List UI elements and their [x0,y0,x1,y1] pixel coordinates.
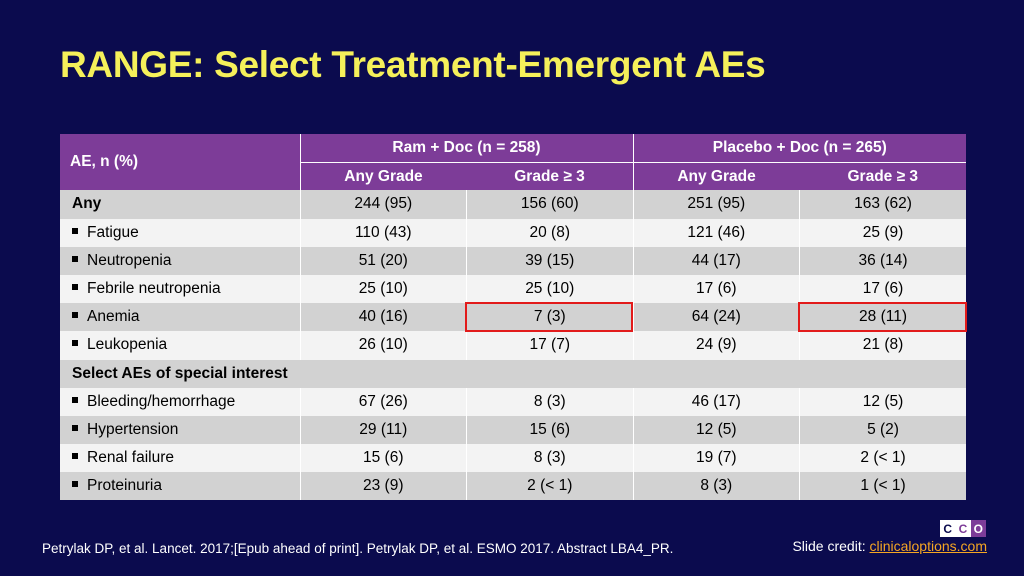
group-header-placebo-doc: Placebo + Doc (n = 265) [633,134,967,163]
table-cell: 29 (11) [300,415,467,445]
table-cell: 110 (43) [300,218,467,247]
bullet-icon [72,453,78,460]
citation: Petrylak DP, et al. Lancet. 2017;[Epub a… [42,541,674,556]
table-row: Febrile neutropenia 25 (10) 25 (10) 17 (… [60,274,967,304]
bullet-icon [72,481,78,488]
table-cell: 156 (60) [466,190,634,219]
table-cell: 8 (3) [466,387,634,416]
table-row: Neutropenia 51 (20) 39 (15) 44 (17) 36 (… [60,246,967,275]
table-cell: 17 (6) [799,274,967,304]
logo-letter: O [970,520,986,537]
group-header-ram-doc: Ram + Doc (n = 258) [300,134,634,163]
table-cell: 12 (5) [633,415,801,445]
slide-credit: Slide credit: clinicaloptions.com [792,538,987,554]
table-cell: 44 (17) [633,246,801,275]
bullet-icon [72,227,78,234]
table-cell: 25 (9) [799,218,967,247]
table-row: Leukopenia 26 (10) 17 (7) 24 (9) 21 (8) [60,331,967,360]
table-row: Renal failure 15 (6) 8 (3) 19 (7) 2 (< 1… [60,444,967,473]
credit-link[interactable]: clinicaloptions.com [869,538,988,554]
table-cell: 25 (10) [466,274,634,304]
bullet-icon [72,255,78,262]
bullet-icon [72,396,78,403]
table-cell: 39 (15) [466,246,634,275]
table-cell: 12 (5) [799,387,967,416]
table-cell: 36 (14) [799,246,967,275]
row-label: Proteinuria [87,477,162,495]
table-row: Proteinuria 23 (9) 2 (< 1) 8 (3) 1 (< 1) [60,472,967,501]
row-header: AE, n (%) [60,134,301,191]
table-cell: 17 (7) [466,331,634,360]
table-row: Hypertension 29 (11) 15 (6) 12 (5) 5 (2) [60,415,967,445]
section-row: Select AEs of special interest [60,359,967,388]
table-cell: 19 (7) [633,444,801,473]
logo-letter: C [940,520,956,537]
table-cell: 121 (46) [633,218,801,247]
table-cell: 5 (2) [799,415,967,445]
table-cell: 23 (9) [300,472,467,501]
logo-letter: C [955,520,971,537]
table-cell: 2 (< 1) [799,444,967,473]
bullet-icon [72,312,78,319]
table-row: Anemia 40 (16) 7 (3) 64 (24) 28 (11) [60,303,967,332]
clinical-care-options-logo: C C O [940,520,986,537]
table-cell: 2 (< 1) [466,472,634,501]
row-label: Neutropenia [87,251,172,269]
row-label: Febrile neutropenia [87,280,221,298]
row-label: Bleeding/hemorrhage [87,392,236,410]
subheader-ram-any-grade: Any Grade [300,162,467,191]
table-cell: 28 (11) [799,303,967,332]
row-label: Renal failure [87,449,175,467]
table-cell: 251 (95) [633,190,801,219]
row-label: Any [60,190,301,219]
row-label: Anemia [87,308,140,326]
slide-title: RANGE: Select Treatment-Emergent AEs [60,44,766,85]
bullet-icon [72,424,78,431]
subheader-placebo-any-grade: Any Grade [633,162,800,191]
table-cell: 40 (16) [300,303,467,332]
table-cell: 24 (9) [633,331,801,360]
adverse-events-table: AE, n (%) Ram + Doc (n = 258) Placebo + … [60,134,967,501]
table-cell: 67 (26) [300,387,467,416]
section-label: Select AEs of special interest [60,359,967,388]
table-row: Bleeding/hemorrhage 67 (26) 8 (3) 46 (17… [60,387,967,416]
table-cell: 26 (10) [300,331,467,360]
table-cell: 15 (6) [300,444,467,473]
table-cell: 64 (24) [633,303,801,332]
table-row: Any 244 (95) 156 (60) 251 (95) 163 (62) [60,190,967,219]
bullet-icon [72,340,78,347]
row-label: Fatigue [87,223,139,241]
table-cell: 20 (8) [466,218,634,247]
row-label: Leukopenia [87,336,168,354]
credit-label: Slide credit: [792,538,870,554]
table-cell: 21 (8) [799,331,967,360]
table-cell: 8 (3) [633,472,801,501]
table-cell: 15 (6) [466,415,634,445]
table-cell: 163 (62) [799,190,967,219]
table-cell: 8 (3) [466,444,634,473]
bullet-icon [72,283,78,290]
table-cell: 244 (95) [300,190,467,219]
table-row: Fatigue 110 (43) 20 (8) 121 (46) 25 (9) [60,218,967,247]
subheader-placebo-grade3: Grade ≥ 3 [799,162,967,191]
subheader-ram-grade3: Grade ≥ 3 [466,162,634,191]
row-label: Hypertension [87,420,179,438]
table-cell: 7 (3) [466,303,634,332]
table-cell: 51 (20) [300,246,467,275]
table-cell: 17 (6) [633,274,801,304]
table-cell: 1 (< 1) [799,472,967,501]
table-cell: 46 (17) [633,387,801,416]
table-cell: 25 (10) [300,274,467,304]
